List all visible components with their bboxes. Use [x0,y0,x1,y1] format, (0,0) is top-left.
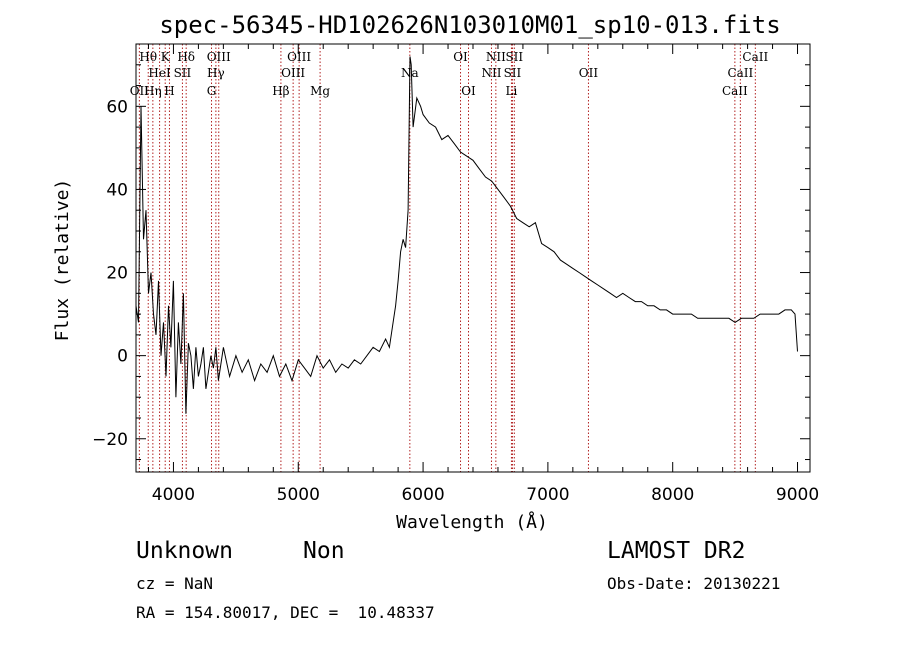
x-tick-label: 5000 [277,485,320,505]
spectrum-series-line [135,56,798,414]
x-axis-label: Wavelength (Å) [396,511,548,533]
y-axis-ticks: −20 0 20 40 60 [92,64,810,461]
survey-name: LAMOST DR2 [607,538,746,564]
chart-title: spec-56345-HD102626N103010M01_sp10-013.f… [159,11,780,39]
spectral-line-label: Mg [310,84,330,98]
x-tick-label: 7000 [526,485,569,505]
spectral-line-labels: OIIHθHηHeIKHSIIHδGHγOIIIHβOIIIOIIIMgNaOI… [130,50,769,98]
spectral-line-label: Hδ [177,50,195,64]
y-tick-label: 20 [106,264,128,284]
x-axis-ticks: 4000 5000 6000 7000 8000 9000 [147,44,819,505]
spectral-line-label: Hη [144,84,162,98]
spectral-line-label: Li [506,84,518,98]
y-tick-label: 60 [106,97,128,117]
spectral-line-label: NII [481,66,501,80]
redshift-cz: cz = NaN [136,574,214,593]
spectral-line-label: SII [505,50,523,64]
spectral-line-label: OII [130,84,150,98]
spectral-line-label: G [207,84,217,98]
spectral-line-label: Hβ [272,84,289,98]
spectral-line-label: CaII [742,50,768,64]
spectral-line-label: OII [579,66,599,80]
y-tick-label: 40 [106,180,128,200]
spectral-line-label: OIII [281,66,305,80]
x-tick-label: 8000 [651,485,694,505]
spectral-line-label: CaII [727,66,753,80]
plot-frame [135,43,811,473]
spectral-line-label: H [164,84,174,98]
y-tick-label: 0 [117,347,128,367]
spectral-line-label: OI [453,50,468,64]
x-tick-label: 9000 [776,485,819,505]
spectral-line-label: OI [461,84,476,98]
y-axis-label: Flux (relative) [52,179,73,342]
ra-dec: RA = 154.80017, DEC = 10.48337 [136,603,435,622]
spectral-line-label: SII [174,66,192,80]
spectral-line-label: K [161,50,171,64]
spectral-line-label: SII [504,66,522,80]
spectral-line-markers [138,44,756,472]
spectral-line-label: OIII [287,50,311,64]
spectral-line-label: HeI [148,66,171,80]
x-tick-label: 4000 [152,485,195,505]
spectral-line-label: CaII [722,84,748,98]
x-tick-label: 6000 [401,485,444,505]
spectral-line-label: Hγ [207,66,225,80]
y-tick-label: −20 [92,430,128,450]
spectral-line-label: Hθ [139,50,157,64]
spectral-line-label: NII [486,50,506,64]
spectral-line-label: OIII [207,50,231,64]
object-class: Unknown [136,538,233,564]
observation-date: Obs-Date: 20130221 [607,574,781,593]
object-subclass: Non [303,538,345,564]
